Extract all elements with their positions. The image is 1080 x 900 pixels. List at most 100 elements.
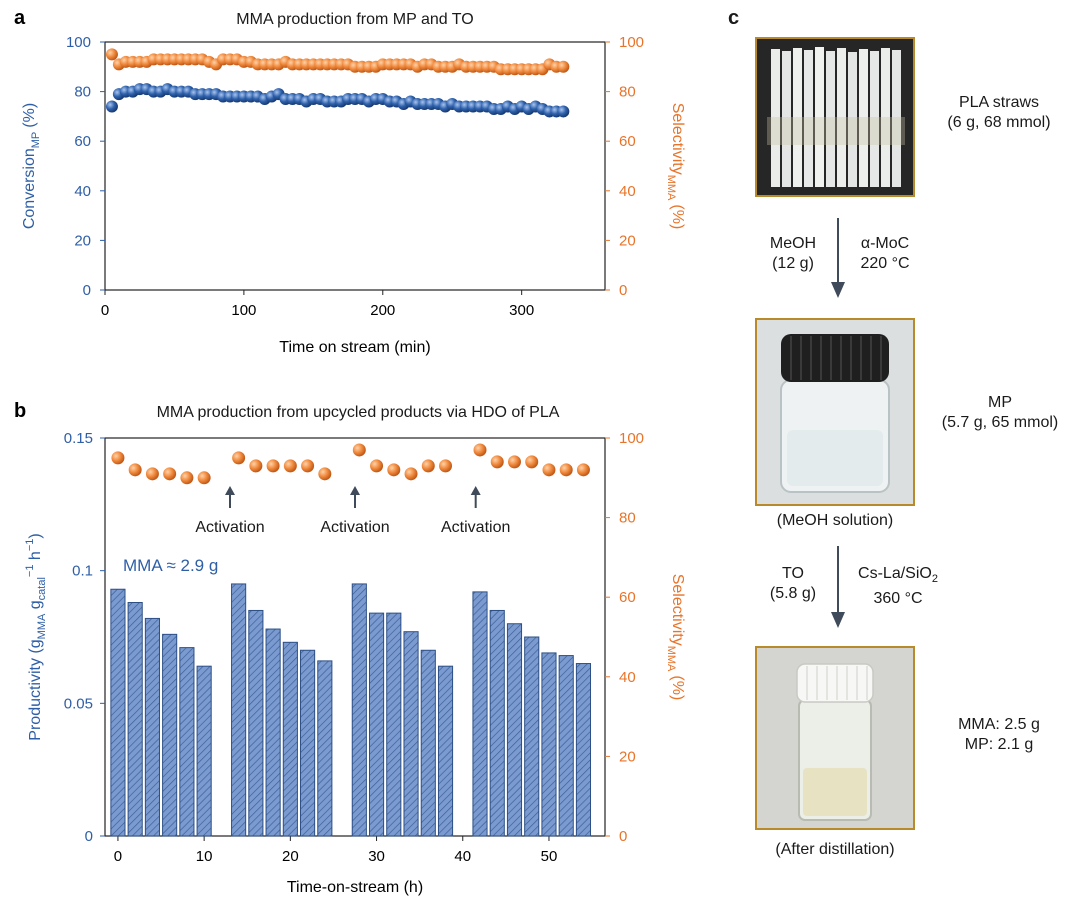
chart-a-ytick-left-label: 20 [74, 232, 91, 249]
productivity-bar [403, 631, 419, 837]
arrow2-reagent-name: TO [782, 565, 804, 582]
panel-c-letter: c [728, 7, 740, 29]
chart-a-xlabel: Time on stream (min) [279, 339, 430, 356]
selectivity-point [421, 459, 435, 473]
activation-arrowhead-icon [470, 486, 481, 495]
pla-straws-photo [755, 37, 915, 197]
chart-a-ytick-left-label: 100 [66, 34, 91, 51]
chart-a-ytick-right-label: 40 [619, 183, 636, 200]
activation-arrowhead-icon [225, 486, 235, 495]
arrow2-catalyst: Cs-La/SiO2 [842, 564, 954, 589]
chart-b-ytick-right-label: 40 [619, 669, 636, 686]
selectivity-point [525, 455, 539, 469]
selectivity-point [105, 48, 118, 61]
chart-a-xtick-label: 0 [101, 302, 109, 319]
mp-label: MP (5.7 g, 65 mmol) [920, 393, 1080, 433]
selectivity-point [352, 443, 366, 457]
chart-b-xtick-label: 40 [454, 848, 471, 865]
productivity-bar [300, 649, 316, 837]
distillation-caption: (After distillation) [775, 841, 895, 858]
productivity-bar [110, 588, 126, 837]
productivity-bar [282, 641, 298, 837]
mma-vial-image [757, 648, 913, 828]
selectivity-point [370, 459, 384, 473]
mma-result-label: MMA: 2.5 g MP: 2.1 g [934, 715, 1064, 755]
selectivity-point [559, 463, 573, 477]
mp-solution-photo [755, 318, 915, 506]
chart-a-xtick-label: 100 [231, 302, 256, 319]
chart-b-xlabel: Time-on-stream (h) [287, 879, 423, 896]
mp-caption: (MeOH solution) [776, 512, 894, 529]
chart-b-ylabel-left: Productivity (gMMA gcatal−1 h−1) [24, 533, 48, 740]
productivity-bar [127, 602, 143, 837]
arrow2-reagent: TO (5.8 g) [753, 564, 833, 604]
chart-a-ytick-right-label: 80 [619, 84, 636, 101]
arrow-down-icon [831, 218, 845, 298]
mp-mass: MP: 2.1 g [964, 736, 1034, 753]
productivity-bar [558, 655, 574, 837]
productivity-bar [179, 647, 195, 837]
pla-straws-image [757, 39, 913, 195]
chart-a-title: MMA production from MP and TO [236, 11, 473, 28]
productivity-bar [420, 649, 436, 837]
mp-name: MP [988, 394, 1012, 411]
panel-b-letter: b [14, 400, 26, 422]
productivity-bar [144, 617, 160, 837]
chart-b-ytick-left-label: 0.1 [72, 563, 93, 580]
chart-b-xtick-label: 50 [541, 848, 558, 865]
selectivity-point [163, 467, 177, 481]
selectivity-point [439, 459, 453, 473]
chart-b-ytick-right-label: 60 [619, 589, 636, 606]
chart-a-ytick-left-label: 60 [74, 133, 91, 150]
arrow1-temperature: 220 °C [860, 255, 910, 272]
chart-a-ytick-right-label: 20 [619, 232, 636, 249]
arrow1-reagent: MeOH (12 g) [753, 234, 833, 274]
selectivity-point [128, 463, 142, 477]
chart-a-xtick-label: 200 [370, 302, 395, 319]
selectivity-point [473, 443, 487, 457]
productivity-bar [248, 609, 264, 837]
panel-a-letter: a [14, 7, 26, 29]
chart-a-ytick-right-label: 0 [619, 282, 627, 299]
pla-straws-label: PLA straws (6 g, 68 mmol) [924, 93, 1074, 133]
chart-a-frame [104, 41, 606, 291]
productivity-bar [541, 652, 557, 837]
productivity-bar [472, 591, 488, 837]
conversion-point [557, 105, 570, 118]
mma-mass-annotation: MMA ≈ 2.9 g [123, 556, 218, 575]
pla-straws-amount: (6 g, 68 mmol) [947, 114, 1051, 131]
chart-b-xtick-label: 0 [114, 848, 122, 865]
selectivity-point [576, 463, 590, 477]
mma-distilled-photo [755, 646, 915, 830]
selectivity-point [180, 471, 194, 485]
arrow1-conditions: α-MoC 220 °C [845, 234, 925, 274]
arrow2-catalyst-text: Cs-La/SiO [858, 565, 932, 582]
chart-b-ytick-left-label: 0.05 [64, 695, 93, 712]
chart-b-ytick-right-label: 0 [619, 828, 627, 845]
chart-a-xtick-label: 300 [509, 302, 534, 319]
selectivity-point [145, 467, 159, 481]
chart-a: a MMA production from MP and TO 0 100 200 3… [14, 7, 686, 356]
selectivity-point [197, 471, 211, 485]
chart-a-ytick-right-label: 60 [619, 133, 636, 150]
productivity-bar [368, 612, 385, 837]
productivity-bar [506, 623, 523, 837]
chart-a-ytick-left-label: 80 [74, 84, 91, 101]
chart-b-ytick-right-label: 20 [619, 748, 636, 765]
productivity-bar [386, 612, 402, 837]
productivity-bar [231, 583, 247, 837]
mma-mass: MMA: 2.5 g [958, 716, 1040, 733]
chart-b-ylabel-right: SelectivityMMA(%) [665, 574, 686, 701]
conversion-point [105, 100, 118, 113]
arrow1-reagent-amount: (12 g) [772, 255, 814, 272]
selectivity-point [232, 451, 246, 465]
selectivity-point [542, 463, 556, 477]
chart-a-ylabel-left: ConversionMP(%) [21, 103, 42, 229]
pla-straws-name: PLA straws [958, 94, 1040, 111]
chart-a-ytick-right-label: 100 [619, 34, 644, 51]
arrow2-catalyst-subscript: 2 [931, 573, 938, 586]
chart-b-ytick-left-label: 0.15 [64, 430, 93, 447]
selectivity-point [283, 459, 297, 473]
chart-b-ytick-left-label: 0 [85, 828, 93, 845]
chart-b-ytick-right-label: 100 [619, 430, 644, 447]
